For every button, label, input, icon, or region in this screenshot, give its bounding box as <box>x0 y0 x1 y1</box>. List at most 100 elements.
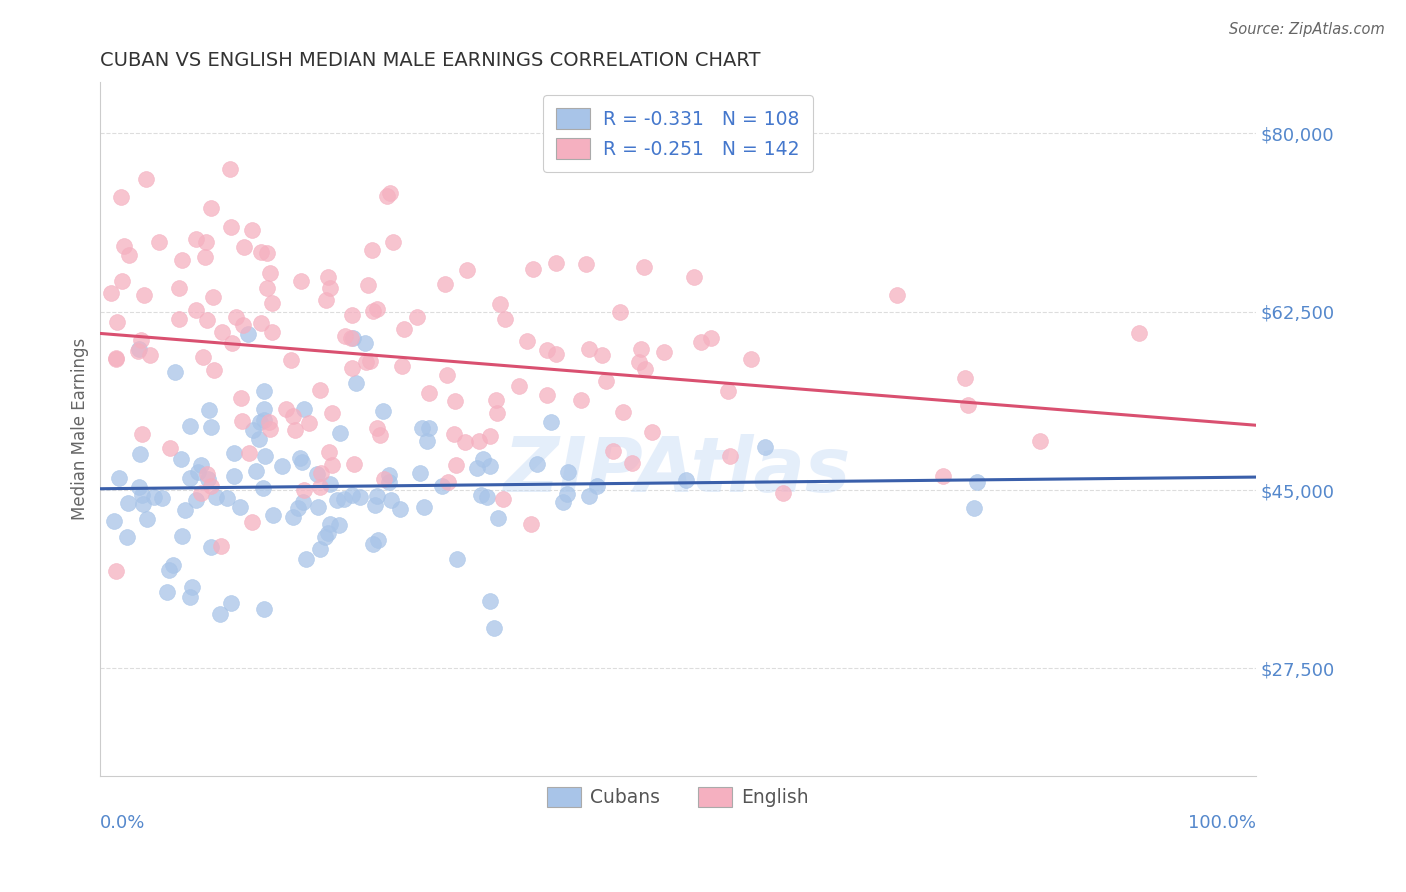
Point <box>262 508 284 522</box>
Point <box>150 491 173 505</box>
Point <box>240 515 263 529</box>
Point <box>200 540 222 554</box>
Point <box>110 189 132 203</box>
Point <box>373 472 395 486</box>
Point <box>578 489 600 503</box>
Point <box>184 232 207 246</box>
Point <box>526 457 548 471</box>
Point <box>201 290 224 304</box>
Point <box>318 445 340 459</box>
Point <box>236 326 259 341</box>
Point <box>256 245 278 260</box>
Point <box>356 355 378 369</box>
Point <box>280 353 302 368</box>
Point <box>418 385 440 400</box>
Point <box>477 490 499 504</box>
Point <box>360 243 382 257</box>
Point <box>292 402 315 417</box>
Point <box>112 239 135 253</box>
Point <box>467 460 489 475</box>
Point <box>319 517 342 532</box>
Point <box>444 393 467 408</box>
Point <box>190 486 212 500</box>
Point <box>194 235 217 250</box>
Point <box>209 539 232 553</box>
Point <box>287 501 309 516</box>
Point <box>454 435 477 450</box>
Point <box>252 481 274 495</box>
Point <box>641 425 664 439</box>
Point <box>219 220 242 235</box>
Point <box>219 161 242 176</box>
Point <box>319 281 342 295</box>
Point <box>252 384 274 399</box>
Point <box>340 331 363 345</box>
Point <box>470 488 492 502</box>
Point <box>371 404 394 418</box>
Point <box>308 542 330 557</box>
Point <box>689 334 711 349</box>
Point <box>250 244 273 259</box>
Point <box>163 365 186 379</box>
Point <box>169 281 191 295</box>
Point <box>340 308 363 322</box>
Point <box>132 497 155 511</box>
Point <box>675 473 697 487</box>
Point <box>536 388 558 402</box>
Point <box>683 269 706 284</box>
Y-axis label: Median Male Earnings: Median Male Earnings <box>72 338 89 520</box>
Point <box>105 352 128 367</box>
Point <box>366 421 388 435</box>
Point <box>508 378 530 392</box>
Point <box>231 414 253 428</box>
Point <box>253 450 276 464</box>
Text: 0.0%: 0.0% <box>100 814 146 832</box>
Point <box>135 512 157 526</box>
Point <box>378 475 401 490</box>
Point <box>591 348 613 362</box>
Point <box>128 480 150 494</box>
Point <box>200 201 222 215</box>
Point <box>156 584 179 599</box>
Point <box>432 478 454 492</box>
Point <box>754 440 776 454</box>
Point <box>284 423 307 437</box>
Point <box>356 277 378 292</box>
Point <box>602 444 624 458</box>
Point <box>291 495 314 509</box>
Point <box>238 446 260 460</box>
Point <box>628 355 651 369</box>
Point <box>595 374 617 388</box>
Point <box>157 563 180 577</box>
Point <box>256 281 278 295</box>
Text: ZIPAtlas: ZIPAtlas <box>505 434 852 508</box>
Point <box>224 469 246 483</box>
Point <box>259 266 281 280</box>
Point <box>1029 434 1052 448</box>
Point <box>633 260 655 274</box>
Point <box>956 398 979 412</box>
Point <box>316 270 339 285</box>
Point <box>326 492 349 507</box>
Point <box>195 312 218 326</box>
Point <box>409 467 432 481</box>
Point <box>412 500 434 515</box>
Point <box>169 311 191 326</box>
Point <box>311 467 333 481</box>
Point <box>740 352 762 367</box>
Point <box>342 457 364 471</box>
Point <box>354 336 377 351</box>
Point <box>380 186 402 200</box>
Point <box>434 277 457 292</box>
Point <box>717 384 740 398</box>
Point <box>456 263 478 277</box>
Point <box>394 322 416 336</box>
Point <box>179 471 201 485</box>
Point <box>366 302 388 317</box>
Point <box>575 257 598 271</box>
Point <box>221 335 243 350</box>
Point <box>366 489 388 503</box>
Point <box>162 558 184 572</box>
Point <box>931 468 953 483</box>
Point <box>319 476 342 491</box>
